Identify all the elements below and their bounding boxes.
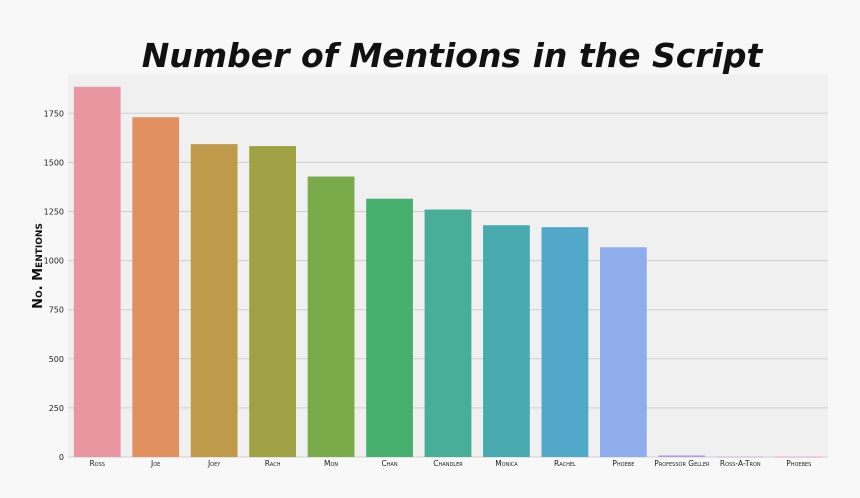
y-tick-label: 250	[49, 404, 64, 413]
x-axis-ticks: Ross Joe Joey Rach Mon Chan Chandler Monica Rach…	[89, 459, 811, 468]
x-tick-label: Monica	[495, 459, 518, 468]
y-tick-label: 1500	[44, 158, 64, 167]
x-tick-label: Chandler	[433, 459, 463, 468]
y-tick-label: 1000	[44, 257, 64, 266]
bar-mon	[307, 176, 355, 457]
x-tick-label: Joey	[207, 459, 221, 468]
x-tick-label: Ross-A-Tron	[720, 459, 761, 468]
y-axis-ticks: 0 250 500 750 1000 1250 1500 1750	[44, 109, 64, 462]
y-tick-label: 750	[49, 306, 64, 315]
bar-ross-a-tron	[716, 456, 764, 458]
x-tick-label: Rachel	[554, 459, 576, 468]
bar-professor-geller	[658, 455, 706, 457]
y-axis-label: No. Mentions	[31, 223, 46, 309]
y-tick-label: 1750	[44, 109, 64, 118]
bar-phoebes	[775, 456, 823, 458]
bar-joey	[190, 144, 238, 457]
bar-rach	[249, 146, 296, 457]
x-tick-label: Chan	[381, 459, 397, 468]
x-tick-label: Phoebes	[786, 459, 811, 468]
x-tick-label: Ross	[89, 459, 105, 468]
x-tick-label: Phoebe	[612, 459, 634, 468]
y-tick-label: 0	[59, 453, 64, 462]
y-tick-label: 500	[49, 355, 64, 364]
x-tick-label: Joe	[150, 459, 160, 468]
bar-joe	[132, 117, 180, 457]
x-tick-label: Rach	[265, 459, 281, 468]
bar-chan	[366, 198, 413, 457]
x-tick-label: Mon	[324, 459, 338, 468]
bar-phoebe	[600, 247, 647, 457]
bar-monica	[483, 225, 530, 457]
bar-rachel	[541, 227, 589, 457]
bars	[73, 86, 823, 458]
x-tick-label: Professor Geller	[654, 459, 710, 468]
bar-ross	[73, 86, 121, 458]
bar-chandler	[424, 209, 472, 457]
chart-title: Number of Mentions in the Script	[142, 36, 764, 75]
y-tick-label: 1250	[44, 207, 64, 216]
